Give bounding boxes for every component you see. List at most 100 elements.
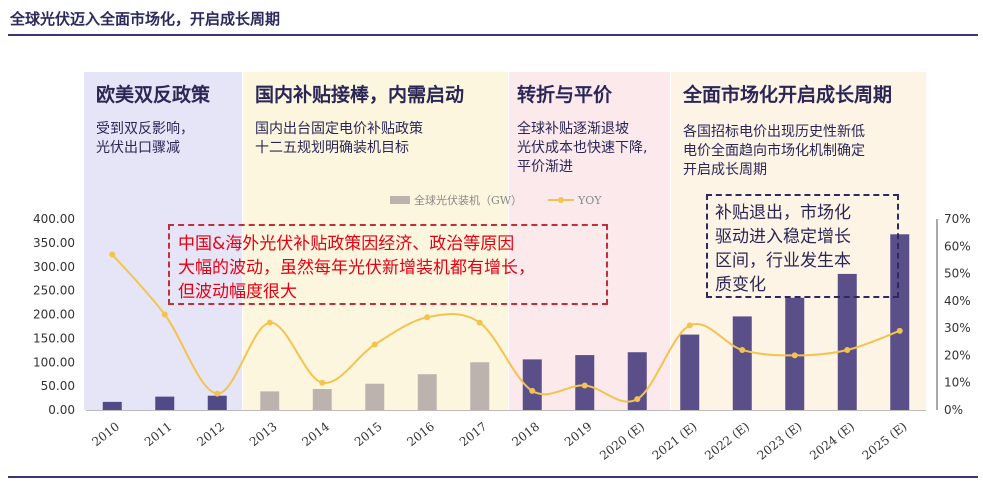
yoy-point-2018 (529, 387, 536, 394)
bar-2017 (470, 362, 490, 410)
yoy-point-2015 (371, 341, 378, 348)
footer-divider (8, 476, 978, 478)
left-axis-tick-label: 50.00 (41, 379, 75, 393)
phase-desc-line: 平价渐进 (517, 159, 573, 175)
bar-2025 (E) (890, 234, 910, 410)
right-axis-tick-label: 0% (944, 403, 963, 417)
x-axis-tick-label: 2025 (E) (860, 419, 910, 462)
callout-policy-volatility: 中国&海外光伏补贴政策因经济、政治等原因 大幅的波动，虽然每年光伏新增装机都有增… (168, 224, 608, 305)
phase-panel-1 (84, 72, 242, 410)
x-axis-tick-label: 2021 (E) (650, 419, 700, 462)
phase-title-3: 转折与平价 (517, 84, 613, 106)
right-axis-tick-label: 50% (944, 267, 971, 281)
yoy-point-2020 (E) (634, 396, 641, 403)
phase-desc-line: 光伏成本也快速下降, (517, 140, 648, 156)
bar-2012 (207, 395, 227, 410)
phase-desc-line: 十二五规划明确装机目标 (255, 140, 409, 156)
phase-title-2: 国内补贴接棒，内需启动 (255, 84, 465, 106)
right-axis-tick-label: 40% (944, 294, 971, 308)
callout-market-line-4: 质变化 (715, 275, 766, 295)
bar-2022 (E) (732, 316, 752, 410)
right-axis-tick-label: 10% (944, 376, 971, 390)
left-axis-tick-label: 250.00 (33, 284, 75, 298)
yoy-point-2013 (266, 319, 273, 326)
right-axis-tick-label: 60% (944, 239, 971, 253)
right-axis-tick-label: 20% (944, 348, 971, 362)
left-axis-tick-label: 200.00 (33, 308, 75, 322)
legend-label-installations: 全球光伏装机（GW） (414, 193, 522, 207)
yoy-point-2021 (E) (686, 322, 693, 329)
bar-2015 (365, 383, 385, 410)
yoy-point-2022 (E) (739, 346, 746, 353)
x-axis-tick-label: 2019 (562, 419, 595, 449)
left-axis-tick-label: 300.00 (33, 260, 75, 274)
phase-desc-3: 全球补贴逐渐退坡光伏成本也快速下降, 平价渐进 (517, 120, 647, 177)
phase-desc-line: 开启成长周期 (683, 162, 767, 178)
x-axis-tick-label: 2016 (404, 419, 437, 449)
callout-market-line-2: 驱动进入稳定增长 (715, 227, 851, 247)
phase-desc-line: 全球补贴逐渐退坡 (517, 121, 629, 137)
legend-label-yoy: YOY (577, 194, 602, 207)
bar-2014 (312, 388, 332, 410)
phase-desc-line: 光伏出口骤减 (96, 140, 180, 156)
yoy-line (111, 253, 901, 403)
phase-title-1: 欧美双反政策 (96, 84, 211, 106)
yoy-point-2017 (476, 319, 483, 326)
yoy-point-2025 (E) (896, 327, 903, 334)
right-axis-tick-label: 30% (944, 321, 971, 335)
yoy-point-2010 (109, 251, 116, 258)
left-axis-tick-label: 0.00 (48, 403, 75, 417)
bar-2024 (E) (837, 273, 857, 410)
yoy-point-2023 (E) (791, 352, 798, 359)
x-axis-tick-label: 2014 (299, 419, 332, 449)
callout-policy-line-2: 大幅的波动，虽然每年光伏新增装机都有增长， (178, 258, 535, 278)
bar-2021 (E) (680, 334, 700, 410)
legend-swatch-yoy-dot (558, 197, 564, 203)
bar-2018 (522, 359, 542, 410)
legend-swatch-installations (390, 196, 410, 204)
x-axis-tick-label: 2015 (352, 419, 385, 449)
phase-desc-line: 国内出台固定电价补贴政策 (255, 121, 423, 137)
phase-desc-1: 受到双反影响， 光伏出口骤减 (96, 120, 194, 158)
phase-panel-2 (243, 72, 508, 410)
yoy-point-2012 (214, 390, 221, 397)
x-axis-tick-label: 2017 (457, 419, 490, 449)
x-axis-tick-label: 2022 (E) (702, 419, 752, 462)
yoy-point-2024 (E) (844, 346, 851, 353)
callout-market-line-3: 区间，行业发生本 (715, 251, 851, 271)
right-axis-tick-label: 70% (944, 212, 971, 226)
page-title: 全球光伏迈入全面市场化，开启成长周期 (10, 10, 281, 28)
phase-desc-4: 各国招标电价出现历史性新低 电价全面趋向市场化机制确定 开启成长周期 (683, 123, 865, 180)
bar-2010 (102, 401, 122, 410)
phase-desc-2: 国内出台固定电价补贴政策 十二五规划明确装机目标 (255, 120, 423, 158)
yoy-point-2016 (424, 314, 431, 321)
title-divider (8, 34, 978, 36)
callout-policy-line-1: 中国&海外光伏补贴政策因经济、政治等原因 (178, 234, 515, 254)
bar-2013 (260, 391, 280, 410)
phase-desc-line: 各国招标电价出现历史性新低 (683, 124, 865, 140)
x-axis-tick-label: 2012 (194, 419, 227, 449)
bar-2011 (155, 396, 175, 410)
x-axis-tick-label: 2024 (E) (807, 419, 857, 462)
phase-title-4: 全面市场化开启成长周期 (683, 84, 893, 106)
left-axis-tick-label: 400.00 (33, 212, 75, 226)
phase-desc-line: 电价全面趋向市场化机制确定 (683, 143, 865, 159)
callout-market-line-1: 补贴退出，市场化 (715, 203, 851, 223)
x-axis-tick-label: 2018 (509, 419, 542, 449)
left-axis-tick-label: 100.00 (33, 355, 75, 369)
yoy-point-2011 (161, 311, 168, 318)
left-axis-tick-label: 350.00 (33, 236, 75, 250)
callout-market-driven: 补贴退出，市场化 驱动进入稳定增长 区间，行业发生本 质变化 (706, 194, 899, 298)
callout-policy-line-3: 但波动幅度很大 (178, 282, 297, 302)
left-axis-tick-label: 150.00 (33, 331, 75, 345)
x-axis-tick-label: 2023 (E) (755, 419, 805, 462)
yoy-point-2014 (319, 379, 326, 386)
phase-desc-line: 受到双反影响， (96, 121, 194, 137)
x-axis-tick-label: 2020 (E) (597, 419, 647, 462)
bar-2016 (417, 374, 437, 410)
x-axis-tick-label: 2010 (89, 419, 122, 449)
yoy-point-2019 (581, 382, 588, 389)
x-axis-tick-label: 2011 (142, 419, 175, 449)
x-axis-tick-label: 2013 (247, 419, 280, 449)
